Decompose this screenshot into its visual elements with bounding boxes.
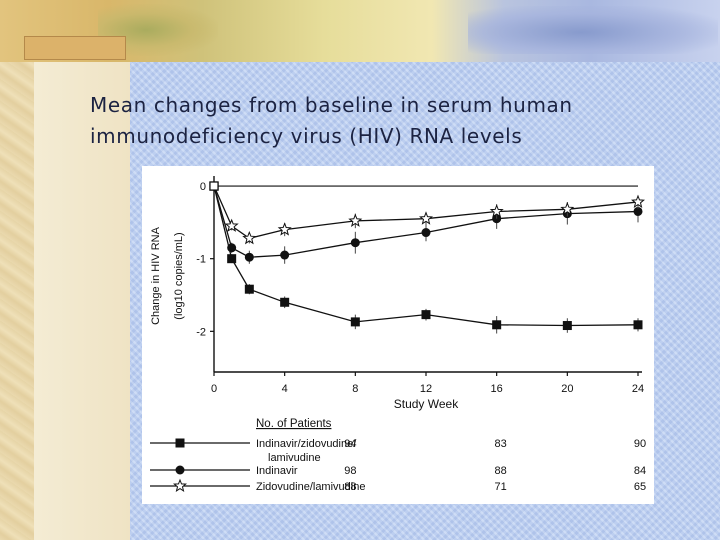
y-tick-label: -2	[196, 326, 206, 338]
patient-count: 71	[495, 481, 507, 493]
x-tick-label: 20	[561, 383, 573, 395]
baseline-marker	[209, 181, 219, 191]
data-point-series-1	[227, 254, 237, 264]
data-point-series-1	[350, 317, 360, 327]
x-tick-label: 16	[491, 383, 503, 395]
data-point-series-3	[631, 194, 645, 209]
slide-title: Mean changes from baseline in serum huma…	[90, 90, 690, 152]
hiv-rna-chart: 0 -1 -2 0 4 8 12 16 20 24 Change in HIV RNA (log10 …	[150, 176, 646, 493]
legend-label-1-cont: lamivudine	[268, 452, 321, 464]
patient-count: 88	[344, 481, 356, 493]
legend-label-2: Indinavir	[256, 465, 298, 477]
legend-label-1: Indinavir/zidovudine/	[256, 438, 357, 450]
patient-count: 94	[344, 438, 356, 450]
slide-title-line1: Mean changes from baseline in serum huma…	[90, 93, 573, 117]
patient-count: 98	[344, 465, 356, 477]
data-point-series-3	[560, 201, 575, 216]
data-point-series-1	[633, 320, 643, 330]
patient-count: 65	[634, 481, 646, 493]
x-tick-label: 0	[211, 383, 217, 395]
y-axis-label-line2: (log10 copies/mL)	[173, 232, 185, 319]
data-point-series-3	[242, 230, 257, 245]
data-point-series-2	[633, 206, 643, 216]
data-point-series-3	[348, 213, 363, 227]
patient-count: 90	[634, 438, 646, 450]
patient-count: 88	[495, 465, 507, 477]
legend-label-3: Zidovudine/lamivudine	[256, 481, 365, 493]
data-point-series-3	[277, 222, 292, 236]
data-point-series-2	[350, 238, 360, 248]
x-tick-label: 4	[282, 383, 288, 395]
data-point-series-2	[227, 243, 237, 253]
chart-figure: 0 -1 -2 0 4 8 12 16 20 24 Change in HIV RNA (log10 …	[142, 166, 654, 504]
accent-bar	[24, 36, 126, 60]
x-axis-label: Study Week	[394, 397, 459, 411]
data-point-series-3	[489, 204, 504, 218]
legend-marker-2	[175, 465, 185, 475]
x-tick-label: 12	[420, 383, 432, 395]
y-tick-label: -1	[196, 254, 206, 266]
legend-marker-3	[173, 478, 187, 493]
data-point-series-2	[280, 250, 290, 260]
slide-margin	[34, 62, 130, 540]
data-point-series-1	[492, 320, 502, 330]
legend-marker-1	[175, 438, 185, 448]
legend-header: No. of Patients	[256, 418, 332, 430]
data-point-series-2	[421, 228, 431, 238]
data-point-series-2	[244, 252, 254, 262]
data-point-series-3	[419, 211, 433, 225]
data-point-series-1	[562, 321, 572, 331]
flower-decoration	[468, 6, 718, 54]
x-tick-label: 24	[632, 383, 644, 395]
slide-title-line2: immunodeficiency virus (HIV) RNA levels	[90, 124, 523, 148]
y-axis-label-line1: Change in HIV RNA	[150, 226, 162, 324]
patient-count: 84	[634, 465, 646, 477]
x-tick-label: 8	[352, 383, 358, 395]
patient-count: 83	[495, 438, 507, 450]
data-point-series-1	[421, 310, 431, 320]
data-point-series-1	[244, 284, 254, 294]
data-point-series-3	[224, 218, 239, 232]
y-tick-label: 0	[200, 181, 206, 193]
data-point-series-1	[280, 297, 290, 307]
